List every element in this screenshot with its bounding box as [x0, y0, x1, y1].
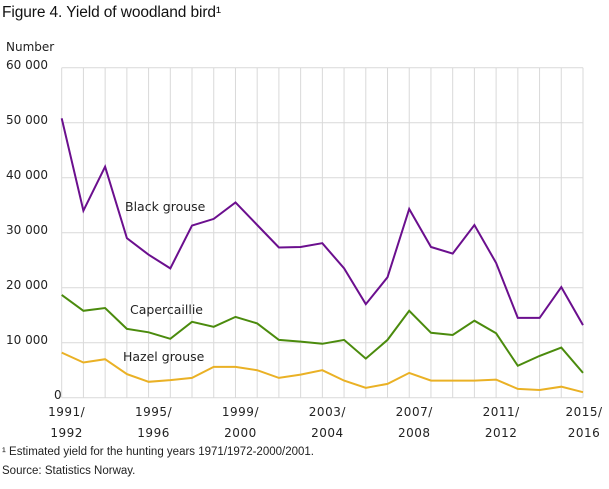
y-tick-label: 10 000: [6, 332, 48, 347]
label-black-grouse: Black grouse: [125, 199, 206, 214]
y-tick-label: 20 000: [6, 277, 48, 292]
grid-lines: [61, 67, 584, 399]
x-tick-label: 2007/2008: [395, 405, 433, 440]
y-tick-label: 50 000: [6, 112, 48, 127]
footnote: ¹ Estimated yield for the hunting years …: [2, 446, 314, 458]
chart-title: Figure 4. Yield of woodland bird¹: [2, 4, 221, 21]
line-black-grouse: [60, 118, 584, 326]
data-lines: [60, 118, 584, 394]
source-note: Source: Statistics Norway.: [2, 465, 136, 477]
y-tick-label: 60 000: [6, 57, 48, 72]
x-tick-label: 1991/1992: [48, 405, 86, 440]
x-tick-label: 2015/2016: [565, 405, 603, 440]
x-tick-label: 1999/2000: [221, 405, 259, 440]
label-capercaillie: Capercaillie: [130, 302, 203, 317]
y-tick-label: 30 000: [6, 222, 48, 237]
line-hazel-grouse: [61, 351, 584, 394]
label-hazel-grouse: Hazel grouse: [123, 349, 205, 364]
y-tick-label: 40 000: [6, 167, 48, 182]
y-tick-label: 0: [54, 387, 62, 402]
x-tick-label: 2003/2004: [308, 405, 346, 440]
y-axis-label: Number: [6, 40, 55, 54]
x-tick-label: 1995/1996: [135, 405, 173, 440]
x-tick-label: 2011/2012: [482, 405, 520, 440]
line-capercaillie: [61, 294, 584, 374]
